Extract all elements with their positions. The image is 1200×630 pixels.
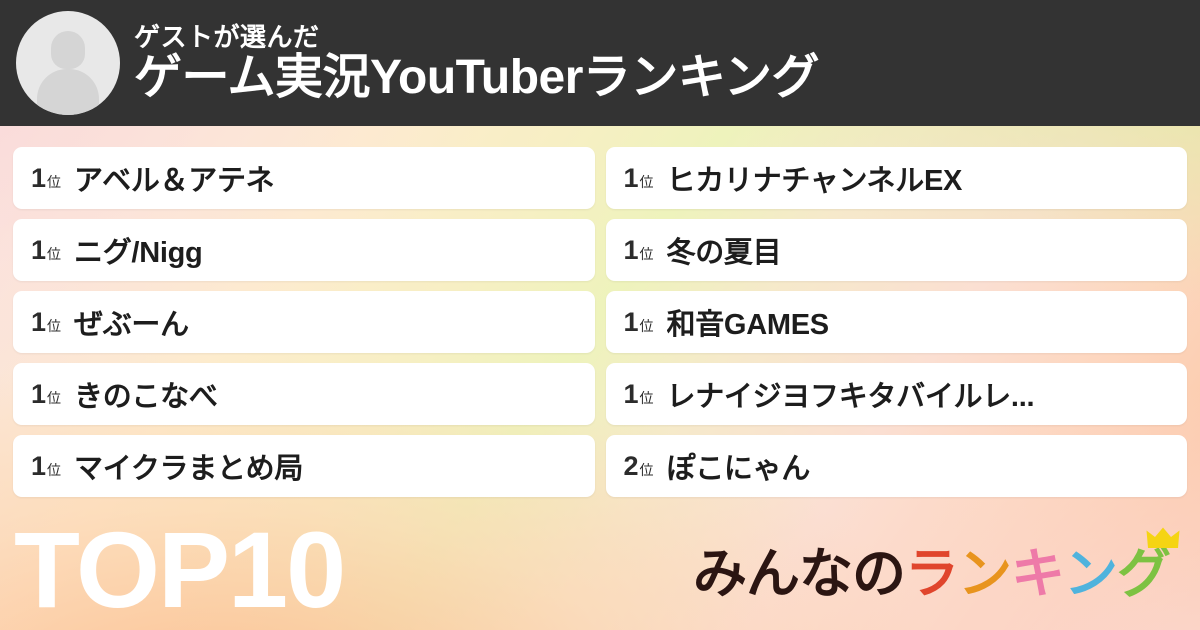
rank-unit: 位 bbox=[639, 173, 654, 190]
entry-name: レナイジヨフキタバイルレ... bbox=[666, 381, 1035, 413]
rank-unit: 位 bbox=[47, 173, 62, 190]
rank-number: 1 bbox=[31, 306, 47, 337]
rank-number: 2 bbox=[623, 450, 639, 481]
rank-number: 1 bbox=[623, 378, 639, 409]
logo-part-n1: ン bbox=[958, 544, 1012, 604]
top10-label: TOP10 bbox=[14, 508, 346, 630]
avatar-body-shape bbox=[37, 69, 99, 115]
logo-part-ra: ラ bbox=[905, 544, 959, 604]
rank-number: 1 bbox=[31, 234, 47, 265]
rank-number: 1 bbox=[31, 162, 47, 193]
rank-number: 1 bbox=[31, 450, 47, 481]
entry-name: アベル＆アテネ bbox=[74, 165, 275, 197]
site-logo[interactable]: みんなの ラ ン キ ン グ bbox=[693, 527, 1180, 604]
entry-name: ヒカリナチャンネルEX bbox=[666, 165, 963, 197]
crown-icon bbox=[1146, 527, 1180, 548]
logo-part-minnano: みんなの bbox=[693, 544, 906, 604]
logo-part-ki: キ bbox=[1011, 544, 1065, 604]
default-user-avatar-icon bbox=[16, 11, 120, 115]
page-title: ゲーム実況YouTuberランキング bbox=[134, 51, 820, 104]
rank-unit: 位 bbox=[639, 317, 654, 334]
avatar-head-shape bbox=[51, 31, 85, 69]
rank-number: 1 bbox=[623, 162, 639, 193]
rank-unit: 位 bbox=[639, 461, 654, 478]
header-bar: ゲストが選んだ ゲーム実況YouTuberランキング bbox=[0, 0, 1200, 126]
rank-unit: 位 bbox=[47, 245, 62, 262]
entry-name: 和音GAMES bbox=[666, 309, 829, 341]
rank-unit: 位 bbox=[47, 389, 62, 406]
entry-name: マイクラまとめ局 bbox=[74, 453, 304, 485]
entry-name: ニグ/Nigg bbox=[74, 237, 203, 269]
rank-unit: 位 bbox=[639, 389, 654, 406]
rank-number: 1 bbox=[623, 306, 639, 337]
logo-part-gu: グ bbox=[1117, 527, 1180, 601]
rank-number: 1 bbox=[31, 378, 47, 409]
rank-unit: 位 bbox=[639, 245, 654, 262]
logo-part-n2: ン bbox=[1064, 544, 1118, 604]
entry-name: きのこなべ bbox=[74, 381, 218, 413]
entry-name: ぜぶーん bbox=[74, 309, 189, 341]
entry-name: ぽこにゃん bbox=[666, 453, 811, 485]
entry-name: 冬の夏目 bbox=[666, 237, 782, 269]
header-subtitle: ゲストが選んだ bbox=[134, 22, 320, 52]
rank-unit: 位 bbox=[47, 317, 62, 334]
header-text-group: ゲストが選んだ ゲーム実況YouTuberランキング bbox=[134, 22, 820, 104]
footer-bar: TOP10 みんなの ラ ン キ ン グ bbox=[0, 497, 1200, 630]
rank-number: 1 bbox=[623, 234, 639, 265]
rank-unit: 位 bbox=[47, 461, 62, 478]
